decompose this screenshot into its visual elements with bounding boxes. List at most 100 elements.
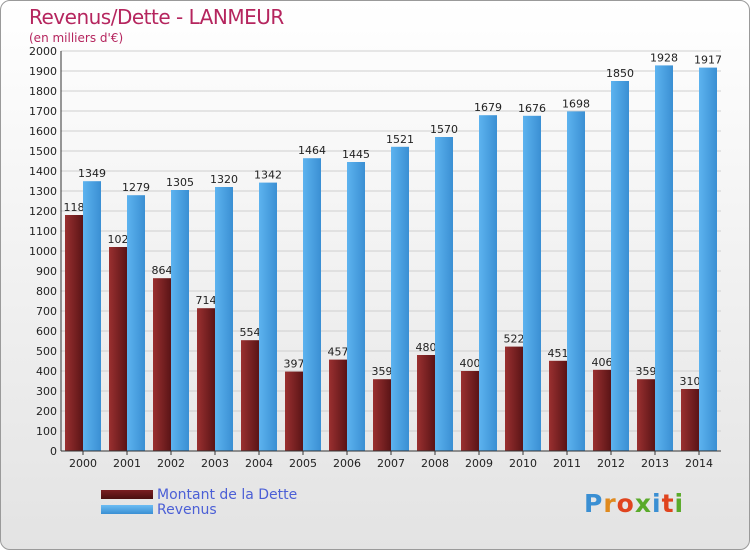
data-label: 1676 — [518, 102, 546, 115]
bar-dette — [153, 278, 171, 451]
x-tick-label: 2005 — [289, 457, 317, 470]
x-tick-label: 2006 — [333, 457, 361, 470]
data-label: 1464 — [298, 144, 326, 157]
y-tick-label: 300 — [36, 385, 57, 398]
legend: Montant de la Dette Revenus — [101, 486, 298, 518]
bar-revenus — [567, 111, 585, 452]
proxiti-logo: Proxiti — [584, 489, 685, 518]
bar-revenus — [611, 81, 629, 451]
chart-title: Revenus/Dette - LANMEUR — [29, 5, 284, 29]
y-tick-label: 200 — [36, 405, 57, 418]
bar-dette — [505, 346, 523, 451]
bar-revenus — [171, 190, 189, 451]
bar-dette — [241, 340, 259, 451]
x-tick-label: 2003 — [201, 457, 229, 470]
data-label: 1917 — [694, 54, 722, 67]
bar-revenus — [479, 115, 497, 451]
y-tick-label: 1400 — [29, 165, 57, 178]
y-tick-label: 500 — [36, 345, 57, 358]
bar-dette — [329, 359, 347, 451]
axes: 0 100 200 300 400 500 600 700 800 900 1000 1100 1200… — [29, 45, 721, 470]
data-label: 1349 — [78, 167, 106, 180]
legend-item-revenus: Revenus — [101, 501, 297, 518]
y-tick-label: 1800 — [29, 85, 57, 98]
chart-subtitle: (en milliers d'€) — [29, 31, 124, 45]
bar-dette — [285, 371, 303, 451]
data-label: 864 — [152, 264, 173, 277]
bar-revenus — [127, 195, 145, 451]
y-tick-label: 400 — [36, 365, 57, 378]
y-tick-label: 2000 — [29, 45, 57, 58]
bar-revenus — [215, 187, 233, 451]
data-label: 102 — [108, 233, 129, 246]
data-label: 554 — [240, 326, 261, 339]
y-tick-label: 1000 — [29, 245, 57, 258]
x-tick-label: 2002 — [157, 457, 185, 470]
data-label: 714 — [196, 294, 217, 307]
bar-dette — [637, 379, 655, 451]
data-label: 359 — [636, 365, 657, 378]
legend-swatch-revenus — [101, 505, 153, 514]
bar-revenus — [391, 146, 409, 452]
x-tick-label: 2010 — [509, 457, 537, 470]
y-tick-label: 0 — [50, 445, 57, 458]
x-tick-label: 2012 — [597, 457, 625, 470]
legend-swatch-dette — [101, 490, 153, 499]
data-label: 1850 — [606, 67, 634, 80]
y-tick-label: 700 — [36, 305, 57, 318]
x-tick-label: 2000 — [69, 457, 97, 470]
data-label: 1698 — [562, 97, 590, 110]
bar-dette — [417, 355, 435, 451]
x-tick-label: 2004 — [245, 457, 273, 470]
data-label: 1679 — [474, 101, 502, 114]
bar-revenus — [435, 137, 453, 451]
y-tick-label: 1600 — [29, 125, 57, 138]
data-label: 457 — [328, 346, 349, 359]
data-label: 1521 — [386, 133, 414, 146]
x-tick-label: 2001 — [113, 457, 141, 470]
data-label: 1445 — [342, 148, 370, 161]
data-label: 118 — [64, 201, 85, 214]
y-tick-label: 800 — [36, 285, 57, 298]
y-tick-label: 900 — [36, 265, 57, 278]
bar-revenus — [699, 67, 717, 451]
data-label: 1928 — [650, 51, 678, 64]
data-label: 406 — [592, 356, 613, 369]
data-label: 522 — [504, 333, 525, 346]
y-tick-label: 1200 — [29, 205, 57, 218]
data-label: 1320 — [210, 173, 238, 186]
data-label: 480 — [416, 341, 437, 354]
x-tick-label: 2008 — [421, 457, 449, 470]
bar-revenus — [347, 162, 365, 451]
y-tick-label: 1300 — [29, 185, 57, 198]
bar-dette — [549, 360, 567, 451]
data-label: 1570 — [430, 123, 458, 136]
y-tick-label: 100 — [36, 425, 57, 438]
bar-dette — [197, 308, 215, 451]
bar-dette — [109, 247, 127, 451]
bar-revenus — [655, 65, 673, 452]
bar-dette — [65, 215, 83, 451]
bar-dette — [373, 379, 391, 451]
data-label: 1305 — [166, 176, 194, 189]
x-tick-label: 2014 — [685, 457, 713, 470]
bar-dette — [593, 369, 611, 451]
y-tick-label: 600 — [36, 325, 57, 338]
data-label: 310 — [680, 375, 701, 388]
y-tick-label: 1500 — [29, 145, 57, 158]
data-label: 451 — [548, 347, 569, 360]
bar-dette — [681, 389, 699, 451]
bar-revenus — [303, 158, 321, 451]
data-label: 1342 — [254, 169, 282, 182]
y-tick-label: 1900 — [29, 65, 57, 78]
legend-item-dette: Montant de la Dette — [101, 486, 298, 503]
x-tick-label: 2007 — [377, 457, 405, 470]
y-tick-label: 1700 — [29, 105, 57, 118]
x-tick-label: 2011 — [553, 457, 581, 470]
x-tick-label: 2013 — [641, 457, 669, 470]
bar-dette — [461, 371, 479, 451]
legend-label-dette: Montant de la Dette — [157, 486, 298, 503]
legend-label-revenus: Revenus — [157, 501, 217, 518]
